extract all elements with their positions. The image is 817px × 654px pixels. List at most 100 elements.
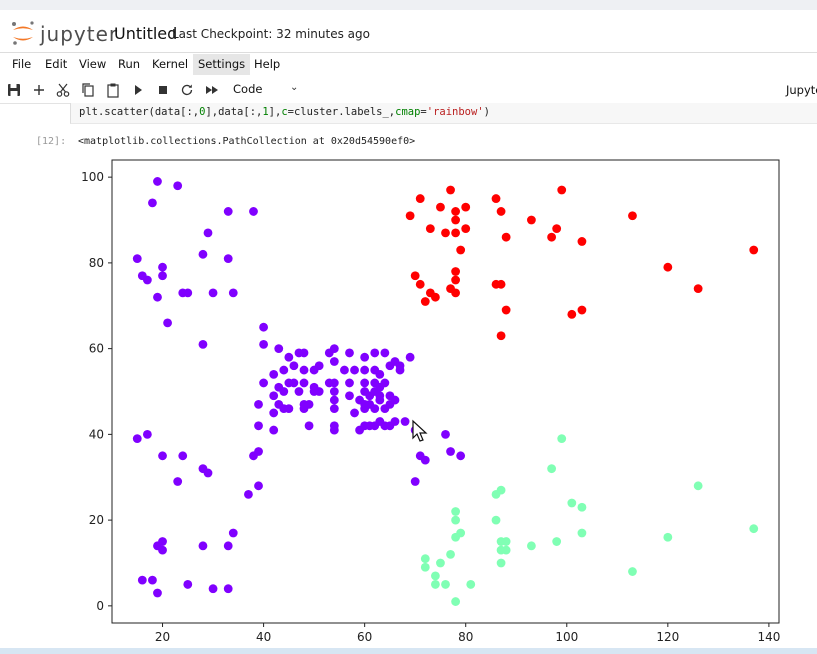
scatter-point (410, 271, 420, 281)
y-tick-label: 40 (89, 427, 104, 441)
scatter-point (350, 408, 359, 418)
jupyter-logo-icon[interactable] (10, 20, 36, 46)
scatter-point (223, 207, 233, 216)
scatter-point (153, 177, 162, 186)
y-tick-label: 0 (96, 599, 104, 613)
scatter-point (360, 404, 370, 414)
output-prompt: [12]: (36, 136, 67, 147)
scatter-point (501, 545, 511, 555)
scatter-point (567, 309, 577, 319)
y-tick-label: 60 (89, 342, 104, 356)
scatter-point (451, 507, 461, 516)
scatter-point (173, 181, 183, 191)
scatter-point (142, 275, 152, 285)
scatter-point (451, 215, 461, 225)
y-tick-label: 20 (89, 513, 104, 527)
cell-type-select[interactable]: Code (233, 82, 263, 96)
notebook-title[interactable]: Untitled (114, 24, 178, 43)
scatter-point (259, 378, 268, 388)
scatter-point (567, 498, 577, 508)
restart-icon[interactable] (178, 81, 196, 99)
scatter-point (289, 361, 299, 371)
scatter-point (153, 588, 162, 598)
scatter-point (183, 288, 193, 298)
run-icon[interactable] (129, 81, 147, 99)
scatter-point (269, 425, 279, 435)
scatter-point (132, 254, 142, 264)
save-icon[interactable] (5, 81, 23, 99)
scatter-point (451, 207, 461, 216)
menu-bar: File Edit View Run Kernel Settings Help (0, 52, 817, 78)
add-cell-icon[interactable] (30, 81, 48, 99)
scatter-point (178, 451, 188, 461)
scatter-point (430, 571, 440, 581)
scatter-point (269, 408, 279, 418)
scatter-point (380, 378, 390, 388)
scatter-point (183, 580, 193, 589)
scatter-point (547, 232, 557, 242)
scatter-point (380, 348, 390, 358)
scatter-point (501, 232, 511, 242)
scatter-point (527, 215, 536, 225)
scatter-point (628, 567, 637, 576)
scatter-point (461, 202, 471, 212)
scatter-point (496, 207, 506, 216)
menu-settings[interactable]: Settings (193, 54, 251, 75)
scatter-point (425, 224, 435, 233)
paste-icon[interactable] (104, 81, 122, 99)
menu-help[interactable]: Help (254, 57, 281, 71)
scatter-point (430, 580, 440, 589)
scatter-point (203, 468, 213, 478)
scatter-point (203, 228, 213, 238)
chevron-down-icon[interactable]: ⌄ (290, 82, 299, 93)
scatter-point (436, 558, 445, 568)
scatter-point (198, 339, 208, 349)
kernel-name[interactable]: Jupyte (786, 83, 817, 97)
scatter-point (274, 344, 284, 354)
scatter-point (279, 365, 289, 375)
menu-file[interactable]: File (12, 57, 32, 71)
copy-icon[interactable] (79, 81, 97, 99)
menu-run[interactable]: Run (118, 57, 141, 71)
scatter-point (552, 537, 562, 546)
scatter-point (451, 597, 461, 606)
output-text: <matplotlib.collections.PathCollection a… (78, 136, 416, 147)
scatter-point (385, 361, 395, 371)
scatter-point (329, 404, 339, 414)
menu-kernel[interactable]: Kernel (152, 57, 189, 71)
x-tick-label: 40 (256, 630, 271, 644)
scatter-point (375, 369, 385, 379)
scatter-point (340, 365, 349, 375)
scatter-point (501, 305, 511, 315)
cut-icon[interactable] (54, 81, 72, 99)
scatter-point (390, 417, 400, 426)
x-tick-label: 80 (458, 630, 473, 644)
mouse-cursor-icon (412, 419, 428, 442)
scatter-points (132, 177, 759, 606)
menu-edit[interactable]: Edit (45, 57, 68, 71)
scatter-point (345, 391, 354, 401)
scatter-point (496, 558, 506, 568)
scatter-point (436, 202, 445, 212)
scatter-point (693, 481, 703, 491)
code-line: plt.scatter(data[:,0],data[:,1],c=cluste… (79, 106, 490, 118)
fast-forward-icon[interactable] (203, 81, 221, 99)
scatter-point (158, 262, 167, 272)
scatter-point (158, 545, 167, 555)
scatter-point (284, 352, 294, 362)
scatter-point (451, 275, 461, 285)
scatter-point (163, 318, 172, 328)
scatter-point (415, 279, 425, 289)
scatter-point (405, 352, 415, 362)
menu-view[interactable]: View (79, 57, 107, 71)
scatter-point (547, 464, 557, 474)
scatter-point (496, 331, 506, 341)
scatter-point (350, 365, 359, 375)
scatter-point (446, 550, 455, 559)
scatter-point (228, 288, 238, 298)
scatter-point (329, 378, 339, 388)
code-cell-input[interactable]: plt.scatter(data[:,0],data[:,1],c=cluste… (70, 103, 817, 124)
scatter-point (628, 211, 637, 221)
scatter-point (501, 537, 511, 546)
stop-icon[interactable] (154, 81, 172, 99)
